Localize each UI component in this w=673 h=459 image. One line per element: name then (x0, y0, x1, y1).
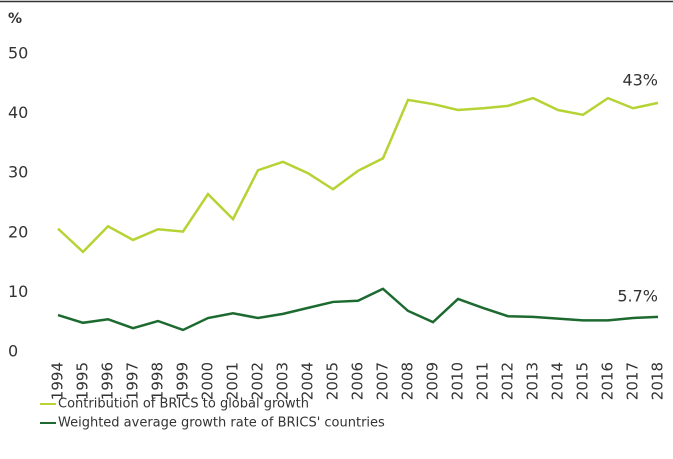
x-tick-label: 2008 (399, 362, 417, 400)
x-tick-label: 2009 (424, 362, 442, 400)
x-tick-label: 2005 (324, 362, 342, 400)
y-tick-label: 30 (8, 163, 28, 182)
x-tick-label: 1998 (149, 362, 167, 400)
y-axis-label: % (8, 11, 22, 27)
x-tick-label: 1996 (99, 362, 117, 400)
y-tick-label: 10 (8, 282, 28, 301)
series-line (57, 287, 659, 332)
x-tick-label: 2006 (349, 362, 367, 400)
legend-label: Weighted average growth rate of BRICS' c… (58, 416, 385, 431)
x-tick-label: 2001 (224, 362, 242, 400)
annotation: 5.7% (617, 286, 658, 305)
series-line (57, 96, 659, 254)
y-tick-label: 50 (8, 44, 28, 63)
y-tick-label: 0 (8, 342, 18, 361)
x-tick-label: 1994 (49, 362, 67, 400)
x-tick-label: 2013 (524, 362, 542, 400)
x-tick-label: 1995 (74, 362, 92, 400)
x-tick-label: 2018 (649, 362, 667, 400)
x-tick-label: 1999 (174, 362, 192, 400)
x-tick-label: 2002 (249, 362, 267, 400)
x-tick-label: 2016 (599, 362, 617, 400)
x-tick-label: 2004 (299, 362, 317, 400)
x-tick-label: 2007 (374, 362, 392, 400)
x-tick-label: 2017 (624, 362, 642, 400)
x-tick-label: 1997 (124, 362, 142, 400)
y-tick-label: 20 (8, 222, 28, 241)
x-tick-label: 2003 (274, 362, 292, 400)
x-tick-label: 2010 (449, 362, 467, 400)
x-tick-label: 2014 (549, 362, 567, 400)
annotation: 43% (622, 70, 658, 89)
legend-label: Contribution of BRICS to global growth (58, 397, 309, 412)
x-tick-label: 2015 (574, 362, 592, 400)
y-tick-label: 40 (8, 103, 28, 122)
x-tick-label: 2012 (499, 362, 517, 400)
x-tick-label: 2011 (474, 362, 492, 400)
x-tick-label: 2000 (199, 362, 217, 400)
